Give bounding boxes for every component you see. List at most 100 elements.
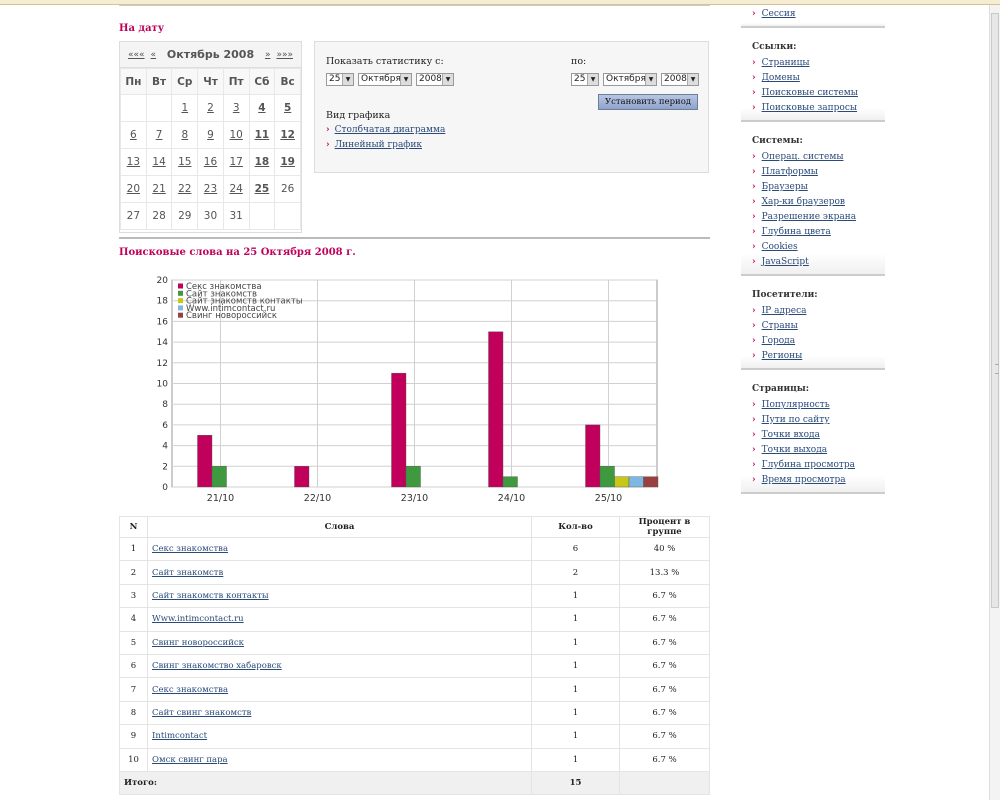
sidebar-item[interactable]: Cookies bbox=[741, 240, 885, 255]
from-day-select[interactable]: 25 ▼ bbox=[326, 73, 354, 86]
bar bbox=[197, 435, 213, 488]
sidebar-item[interactable]: Точки выхода bbox=[741, 443, 885, 458]
sidebar-item[interactable]: Точки входа bbox=[741, 428, 885, 443]
line-chart-link[interactable]: Линейный график bbox=[326, 140, 422, 150]
bar bbox=[614, 476, 630, 488]
scrollbar-thumb[interactable] bbox=[991, 13, 999, 608]
keyword-link[interactable]: Свинг новороссийск bbox=[147, 630, 532, 655]
sidebar-item[interactable]: Глубина цвета bbox=[741, 225, 885, 240]
sidebar-item[interactable]: Домены bbox=[741, 71, 885, 86]
calendar-day[interactable]: 9 bbox=[197, 121, 224, 149]
sidebar-item[interactable]: Сессия bbox=[741, 7, 885, 22]
sidebar-item[interactable]: Страны bbox=[741, 319, 885, 334]
prev-year-link[interactable]: ««« bbox=[128, 49, 145, 60]
from-month-select[interactable]: Октября ▼ bbox=[358, 73, 412, 86]
keyword-link[interactable]: Сайт свинг знакомств bbox=[147, 700, 532, 726]
prev-month-link[interactable]: « bbox=[150, 49, 157, 60]
sidebar-item[interactable]: Популярность bbox=[741, 398, 885, 413]
next-month-link[interactable]: » bbox=[264, 49, 271, 60]
row-count: 1 bbox=[531, 653, 620, 679]
next-year-link[interactable]: »»» bbox=[276, 49, 293, 60]
to-month-select[interactable]: Октября ▼ bbox=[603, 73, 657, 86]
keyword-link[interactable]: Секс знакомства bbox=[147, 677, 532, 702]
sidebar-item[interactable]: Разрешение экрана bbox=[741, 210, 885, 225]
calendar-day[interactable]: 13 bbox=[120, 148, 147, 176]
sidebar-item[interactable]: Регионы bbox=[741, 349, 885, 364]
keyword-link[interactable]: Сайт знакомств bbox=[147, 560, 532, 585]
row-count: 1 bbox=[531, 724, 620, 749]
calendar-grid: Пн Вт Ср Чт Пт Сб Вс 1 2 3 4 5 6 7 8 9 1… bbox=[120, 68, 301, 230]
calendar-day[interactable]: 15 bbox=[171, 148, 199, 176]
keyword-link[interactable]: Секс знакомства bbox=[147, 536, 532, 562]
calendar-day[interactable]: 23 bbox=[197, 175, 224, 203]
calendar-day[interactable]: 4 bbox=[248, 94, 276, 122]
calendar-day[interactable]: 8 bbox=[171, 121, 199, 149]
chevron-down-icon: ▼ bbox=[687, 74, 698, 85]
calendar-day[interactable]: 10 bbox=[222, 121, 250, 149]
calendar-day[interactable]: 17 bbox=[222, 148, 250, 176]
row-percent: 6.7 % bbox=[619, 724, 710, 749]
sidebar-item[interactable]: Страницы bbox=[741, 56, 885, 71]
period-panel: Показать статистику с: по: 25 ▼ Октября ▼ … bbox=[314, 41, 709, 173]
keyword-link[interactable]: Сайт знакомств контакты bbox=[147, 583, 532, 609]
row-number: 4 bbox=[119, 607, 148, 632]
calendar-day[interactable]: 25 bbox=[248, 175, 276, 203]
total-empty bbox=[619, 770, 710, 796]
sidebar-item[interactable]: JavaScript bbox=[741, 255, 885, 270]
bar bbox=[502, 476, 518, 488]
sidebar-item[interactable]: Глубина просмотра bbox=[741, 458, 885, 473]
sidebar-item[interactable]: Хар-ки браузеров bbox=[741, 195, 885, 210]
calendar-day: 28 bbox=[145, 202, 173, 230]
sidebar-item[interactable]: Поисковые запросы bbox=[741, 101, 885, 116]
calendar-day[interactable]: 3 bbox=[222, 94, 250, 122]
col-percent-header: Процент в группе bbox=[619, 516, 710, 538]
calendar-day[interactable]: 21 bbox=[145, 175, 173, 203]
bar bbox=[211, 466, 227, 488]
calendar-day[interactable]: 2 bbox=[197, 94, 224, 122]
set-period-button[interactable]: Установить период bbox=[598, 94, 698, 110]
calendar-day[interactable]: 11 bbox=[248, 121, 276, 149]
calendar-day[interactable]: 20 bbox=[120, 175, 147, 203]
sidebar-item[interactable]: IP адреса bbox=[741, 304, 885, 319]
calendar-day[interactable]: 19 bbox=[274, 148, 301, 176]
sidebar-item[interactable]: Браузеры bbox=[741, 180, 885, 195]
y-tick-label: 18 bbox=[157, 297, 169, 307]
y-tick-label: 6 bbox=[162, 421, 168, 431]
calendar-day[interactable]: 1 bbox=[171, 94, 199, 122]
calendar-day[interactable]: 14 bbox=[145, 148, 173, 176]
row-percent: 6.7 % bbox=[619, 653, 710, 679]
sidebar-group-pages: Страницы: Популярность Пути по сайту Точ… bbox=[741, 380, 885, 494]
calendar-day: 27 bbox=[120, 202, 147, 230]
calendar-day: 30 bbox=[197, 202, 224, 230]
table-row: 9 Intimcontact 1 6.7 % bbox=[119, 724, 710, 749]
bar-chart-link[interactable]: Столбчатая диаграмма bbox=[326, 125, 446, 135]
to-day-select[interactable]: 25 ▼ bbox=[571, 73, 599, 86]
calendar-day[interactable]: 18 bbox=[248, 148, 276, 176]
sidebar-item[interactable]: Время просмотра bbox=[741, 473, 885, 488]
sidebar-item[interactable]: Операц. системы bbox=[741, 150, 885, 165]
sidebar-item[interactable]: Платформы bbox=[741, 165, 885, 180]
keyword-link[interactable]: Свинг знакомство хабаровск bbox=[147, 653, 532, 679]
calendar-day[interactable]: 6 bbox=[120, 121, 147, 149]
sidebar-item[interactable]: Города bbox=[741, 334, 885, 349]
keyword-link[interactable]: Www.intimcontact.ru bbox=[147, 607, 532, 632]
calendar-day[interactable]: 24 bbox=[222, 175, 250, 203]
keyword-link[interactable]: Intimcontact bbox=[147, 724, 532, 749]
bar bbox=[294, 466, 310, 488]
to-year-select[interactable]: 2008 ▼ bbox=[661, 73, 699, 86]
search-words-chart: 0 2 4 6 8 10 12 14 16 18 20 21/10 22/10 23/10 24/10 25/… bbox=[157, 276, 659, 504]
from-year-select[interactable]: 2008 ▼ bbox=[416, 73, 454, 86]
total-value: 15 bbox=[531, 770, 620, 796]
row-number: 7 bbox=[119, 677, 148, 702]
calendar-day[interactable]: 5 bbox=[274, 94, 301, 122]
calendar-day[interactable]: 12 bbox=[274, 121, 301, 149]
calendar-day[interactable]: 22 bbox=[171, 175, 199, 203]
vertical-scrollbar[interactable] bbox=[989, 5, 1000, 800]
row-percent: 6.7 % bbox=[619, 583, 710, 609]
calendar-day[interactable]: 7 bbox=[145, 121, 173, 149]
sidebar-item[interactable]: Пути по сайту bbox=[741, 413, 885, 428]
sidebar-item[interactable]: Поисковые системы bbox=[741, 86, 885, 101]
keyword-link[interactable]: Омск свинг пара bbox=[147, 747, 532, 772]
keywords-table: N Слова Кол-во Процент в группе 1 Секс зн… bbox=[119, 516, 710, 796]
calendar-day[interactable]: 16 bbox=[197, 148, 224, 176]
